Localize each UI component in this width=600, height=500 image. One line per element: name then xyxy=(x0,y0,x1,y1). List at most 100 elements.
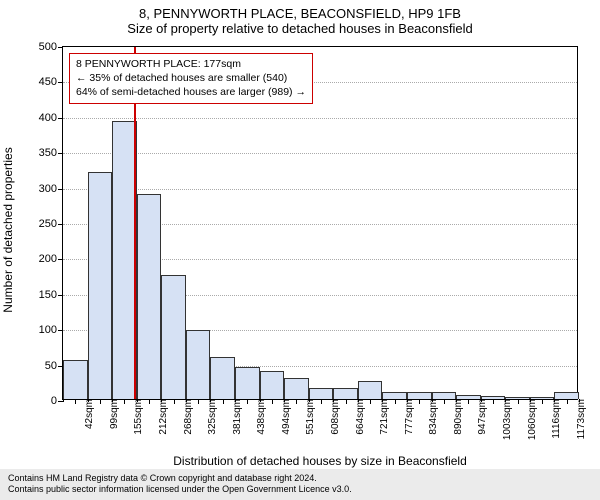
ytick-mark xyxy=(58,330,63,331)
footer-line-1: Contains HM Land Registry data © Crown c… xyxy=(8,473,592,485)
xtick-label: 608sqm xyxy=(324,399,341,435)
footer: Contains HM Land Registry data © Crown c… xyxy=(0,469,600,500)
xtick-mark xyxy=(296,399,297,404)
ytick-mark xyxy=(58,259,63,260)
histogram-bar xyxy=(137,194,162,399)
ytick-mark xyxy=(58,295,63,296)
xtick-label: 947sqm xyxy=(471,399,488,435)
xtick-minor xyxy=(505,399,506,402)
xtick-minor xyxy=(579,399,580,402)
xtick-minor xyxy=(284,399,285,402)
histogram-bar xyxy=(260,371,285,399)
xtick-mark xyxy=(272,399,273,404)
xtick-mark xyxy=(419,399,420,404)
xtick-minor xyxy=(235,399,236,402)
xtick-label: 721sqm xyxy=(373,399,390,435)
xtick-mark xyxy=(444,399,445,404)
xtick-label: 42sqm xyxy=(78,399,95,429)
xtick-mark xyxy=(124,399,125,404)
xtick-minor xyxy=(210,399,211,402)
chart-subtitle: Size of property relative to detached ho… xyxy=(0,21,600,36)
xtick-label: 438sqm xyxy=(250,399,267,435)
xtick-mark xyxy=(468,399,469,404)
xtick-mark xyxy=(247,399,248,404)
histogram-bar xyxy=(554,392,579,399)
xtick-mark xyxy=(223,399,224,404)
xtick-minor xyxy=(407,399,408,402)
plot-area: 05010015020025030035040045050042sqm99sqm… xyxy=(62,46,578,400)
xtick-label: 890sqm xyxy=(447,399,464,435)
xtick-mark xyxy=(542,399,543,404)
histogram-bar xyxy=(235,367,260,399)
xtick-mark xyxy=(395,399,396,404)
y-axis-label: Number of detached properties xyxy=(1,130,15,330)
xtick-mark xyxy=(174,399,175,404)
xtick-mark xyxy=(493,399,494,404)
ytick-mark xyxy=(58,189,63,190)
ytick-mark xyxy=(58,224,63,225)
histogram-bar xyxy=(161,275,186,399)
xtick-label: 1060sqm xyxy=(521,399,538,440)
ytick-mark xyxy=(58,82,63,83)
histogram-bar xyxy=(382,392,407,399)
xtick-minor xyxy=(358,399,359,402)
xtick-minor xyxy=(456,399,457,402)
annotation-line-2: ← 35% of detached houses are smaller (54… xyxy=(76,71,306,85)
histogram-bar xyxy=(63,360,88,399)
xtick-minor xyxy=(432,399,433,402)
xtick-minor xyxy=(161,399,162,402)
xtick-minor xyxy=(382,399,383,402)
ytick-mark xyxy=(58,118,63,119)
xtick-minor xyxy=(481,399,482,402)
xtick-label: 494sqm xyxy=(275,399,292,435)
xtick-mark xyxy=(75,399,76,404)
xtick-label: 664sqm xyxy=(349,399,366,435)
xtick-mark xyxy=(346,399,347,404)
histogram-bar xyxy=(210,357,235,399)
xtick-mark xyxy=(321,399,322,404)
xtick-minor xyxy=(186,399,187,402)
xtick-minor xyxy=(333,399,334,402)
histogram-bar xyxy=(88,172,113,399)
xtick-mark xyxy=(567,399,568,404)
xtick-minor xyxy=(63,399,64,402)
histogram-bar xyxy=(333,388,358,399)
xtick-label: 551sqm xyxy=(299,399,316,435)
xtick-minor xyxy=(88,399,89,402)
xtick-minor xyxy=(554,399,555,402)
xtick-mark xyxy=(149,399,150,404)
xtick-label: 325sqm xyxy=(201,399,218,435)
xtick-label: 155sqm xyxy=(127,399,144,435)
xtick-minor xyxy=(112,399,113,402)
annotation-line-1: 8 PENNYWORTH PLACE: 177sqm xyxy=(76,57,306,71)
xtick-mark xyxy=(370,399,371,404)
xtick-label: 212sqm xyxy=(152,399,169,435)
xtick-minor xyxy=(530,399,531,402)
x-axis-label: Distribution of detached houses by size … xyxy=(62,454,578,468)
grid-line xyxy=(63,153,577,154)
grid-line xyxy=(63,189,577,190)
xtick-label: 777sqm xyxy=(398,399,415,435)
xtick-minor xyxy=(309,399,310,402)
xtick-label: 1116sqm xyxy=(545,399,562,439)
histogram-bar xyxy=(284,378,309,399)
histogram-bar xyxy=(407,392,432,399)
footer-line-2: Contains public sector information licen… xyxy=(8,484,592,496)
histogram-bar xyxy=(309,388,334,399)
histogram-bar xyxy=(186,330,211,399)
ytick-mark xyxy=(58,47,63,48)
xtick-minor xyxy=(137,399,138,402)
annotation-line-3: 64% of semi-detached houses are larger (… xyxy=(76,85,306,99)
annotation-box: 8 PENNYWORTH PLACE: 177sqm ← 35% of deta… xyxy=(69,53,313,104)
xtick-label: 381sqm xyxy=(226,399,243,435)
histogram-bar xyxy=(358,381,383,399)
xtick-label: 99sqm xyxy=(103,399,120,429)
chart-container: 8, PENNYWORTH PLACE, BEACONSFIELD, HP9 1… xyxy=(0,0,600,500)
xtick-mark xyxy=(518,399,519,404)
xtick-label: 268sqm xyxy=(177,399,194,435)
xtick-mark xyxy=(100,399,101,404)
xtick-mark xyxy=(198,399,199,404)
ytick-mark xyxy=(58,153,63,154)
xtick-label: 834sqm xyxy=(422,399,439,435)
chart-title: 8, PENNYWORTH PLACE, BEACONSFIELD, HP9 1… xyxy=(0,0,600,21)
